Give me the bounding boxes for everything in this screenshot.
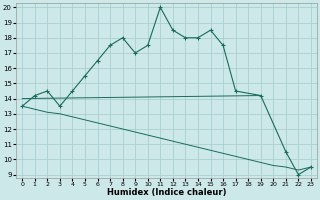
X-axis label: Humidex (Indice chaleur): Humidex (Indice chaleur) — [107, 188, 226, 197]
